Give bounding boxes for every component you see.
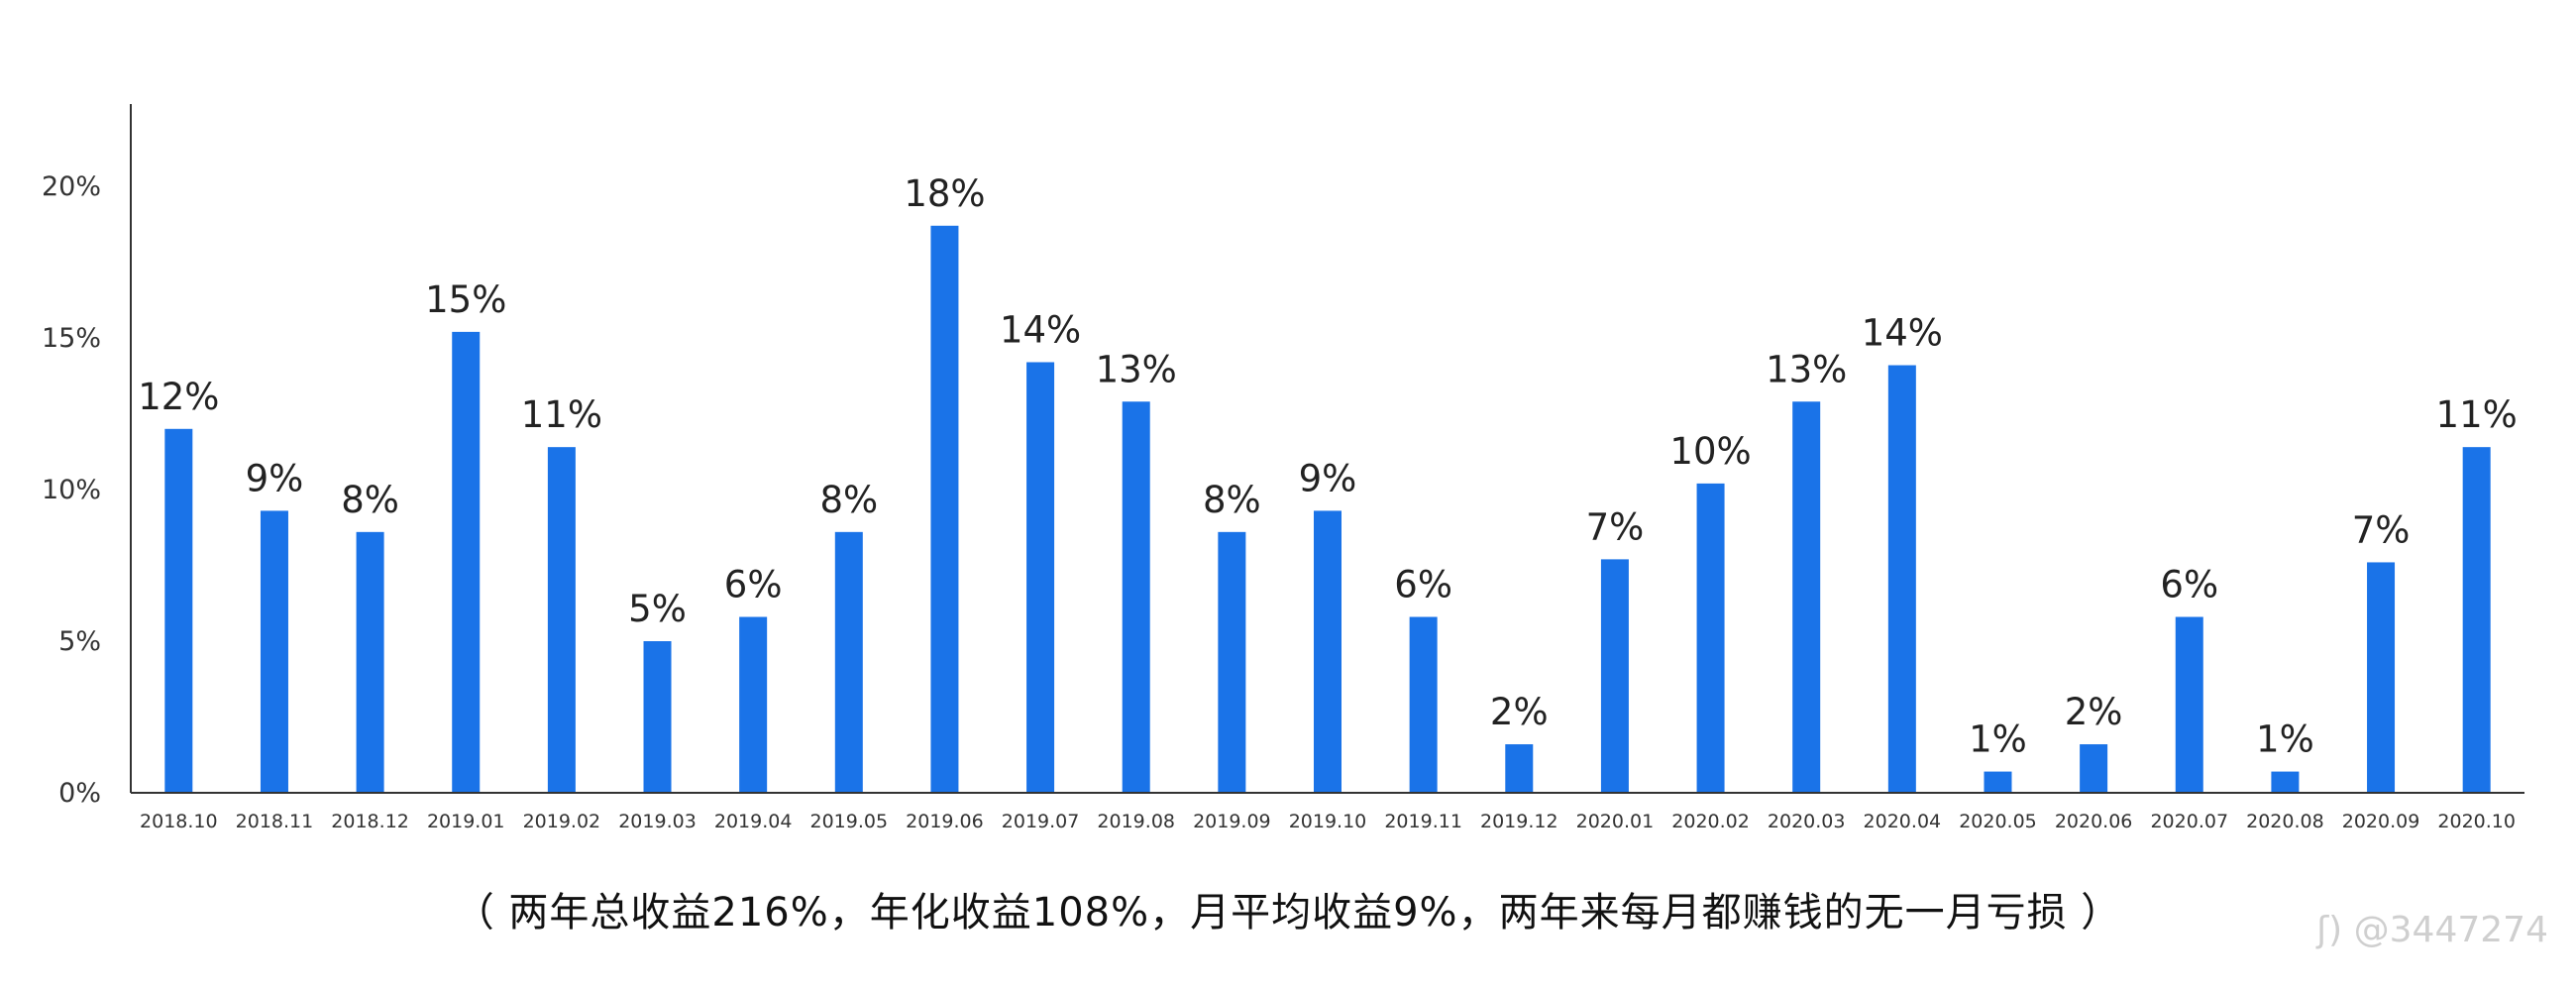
bar [1505,744,1534,793]
data-label: 2% [2065,691,2123,733]
data-label: 13% [1766,348,1847,390]
bar [1696,483,1725,793]
y-tick-labels: 0% 5% 10% 15% 20% [42,171,101,809]
bars [164,225,2491,793]
x-tick-label: 2019.03 [618,811,697,832]
x-tick-label: 2020.01 [1576,811,1655,832]
bar [2175,616,2203,793]
data-label: 12% [138,376,219,418]
x-tick-label: 2020.03 [1768,811,1846,832]
weibo-icon: ʃ) [2316,910,2354,950]
x-tick-label: 2020.05 [1959,811,2037,832]
x-tick-label: 2019.10 [1289,811,1367,832]
data-label: 6% [2160,564,2218,606]
bar [1026,362,1055,793]
data-label: 6% [724,564,783,606]
bar [2367,562,2396,793]
data-label: 15% [425,278,506,321]
data-label: 14% [1000,308,1081,351]
x-tick-label: 2018.11 [236,811,314,832]
data-label: 10% [1669,430,1751,473]
x-tick-label: 2019.12 [1480,811,1558,832]
x-tick-label: 2019.09 [1193,811,1271,832]
bar [739,616,768,793]
data-label: 2% [1490,691,1549,733]
x-tick-label: 2019.08 [1097,811,1175,832]
data-label: 18% [904,172,985,215]
x-tick-label: 2019.06 [906,811,984,832]
data-labels: 12% 9% 8% 15% 11% 5% 6% 8% 18% 14% 13% 8% 9% 6% 2% 7% 10… [138,172,2518,761]
x-tick-label: 2019.07 [1002,811,1080,832]
bar [1984,771,2012,793]
data-label: 1% [2256,718,2314,761]
data-label: 6% [1394,564,1452,606]
x-tick-label: 2019.01 [427,811,505,832]
data-label: 7% [1586,505,1645,548]
x-tick-label: 2020.10 [2437,811,2516,832]
bar [1122,401,1150,793]
data-label: 1% [1969,718,2027,761]
x-tick-labels: 2018.10 2018.11 2018.12 2019.01 2019.02 2019.… [140,811,2516,832]
x-tick-label: 2019.05 [810,811,889,832]
bar [1600,559,1629,793]
y-tick-label: 5% [58,626,101,657]
bar [2271,771,2300,793]
bar [2462,447,2491,793]
data-label: 9% [1299,457,1357,499]
x-tick-label: 2019.11 [1384,811,1462,832]
bar [1409,616,1438,793]
x-tick-label: 2020.02 [1671,811,1750,832]
x-tick-label: 2020.09 [2342,811,2420,832]
bar [1314,510,1342,793]
bar [1887,365,1916,793]
watermark: ʃ) @3447274 [2316,910,2548,950]
data-label: 8% [1203,479,1261,521]
bar [930,225,959,793]
bar [2080,744,2108,793]
y-tick-label: 0% [58,778,101,809]
y-tick-label: 20% [42,171,101,202]
data-label: 9% [246,457,304,499]
bar [547,447,576,793]
x-tick-label: 2018.10 [140,811,218,832]
data-label: 13% [1096,348,1177,390]
y-tick-label: 15% [42,323,101,354]
data-label: 14% [1862,312,1943,355]
bar [452,331,481,793]
data-label: 8% [819,479,878,521]
watermark-text: @3447274 [2353,910,2548,950]
bar [260,510,288,793]
bar [164,428,193,793]
x-tick-label: 2019.02 [523,811,601,832]
data-label: 11% [2436,393,2518,436]
data-label: 11% [521,393,602,436]
x-tick-label: 2020.08 [2246,811,2324,832]
bar [834,531,863,793]
chart-caption: （ 两年总收益216%，年化收益108%，月平均收益9%，两年来每月都赚钱的无一… [454,890,2122,936]
data-label: 8% [341,479,399,521]
bar [643,641,672,793]
data-label: 7% [2352,508,2411,551]
bar [356,531,384,793]
x-tick-label: 2020.04 [1864,811,1942,832]
x-tick-label: 2019.04 [714,811,793,832]
y-tick-label: 10% [42,475,101,505]
x-tick-label: 2020.06 [2055,811,2133,832]
data-label: 5% [628,588,687,630]
x-tick-label: 2020.07 [2150,811,2228,832]
bar [1792,401,1821,793]
bar [1218,531,1246,793]
x-tick-label: 2018.12 [331,811,409,832]
